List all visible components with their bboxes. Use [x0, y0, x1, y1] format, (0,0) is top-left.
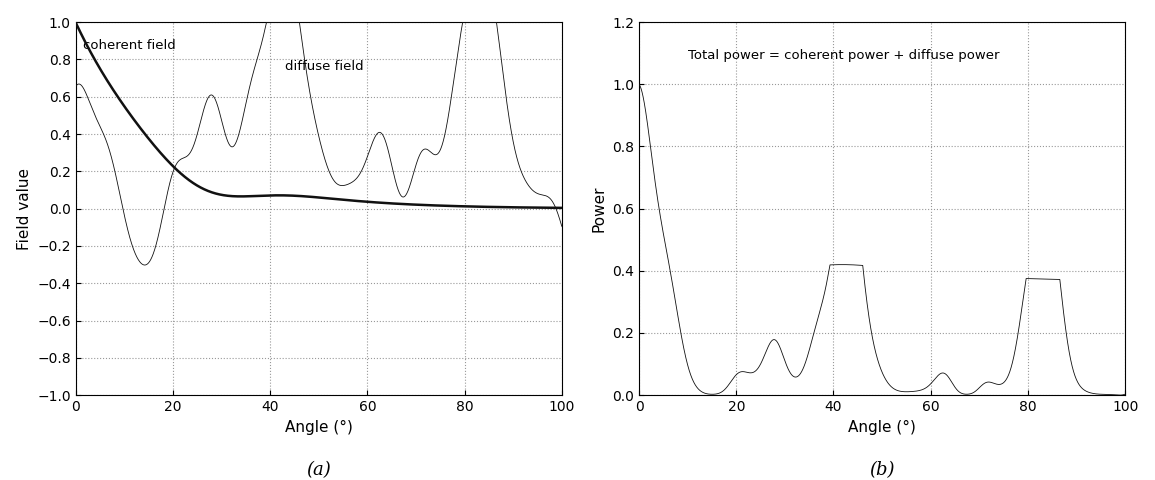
Y-axis label: Power: Power — [591, 185, 606, 232]
X-axis label: Angle (°): Angle (°) — [848, 420, 916, 434]
X-axis label: Angle (°): Angle (°) — [285, 420, 352, 434]
Text: diffuse field: diffuse field — [285, 60, 364, 72]
Y-axis label: Field value: Field value — [16, 168, 31, 250]
Text: (b): (b) — [870, 461, 895, 479]
Text: coherent field: coherent field — [83, 39, 176, 52]
Text: (a): (a) — [306, 461, 331, 479]
Text: Total power = coherent power + diffuse power: Total power = coherent power + diffuse p… — [687, 49, 999, 62]
